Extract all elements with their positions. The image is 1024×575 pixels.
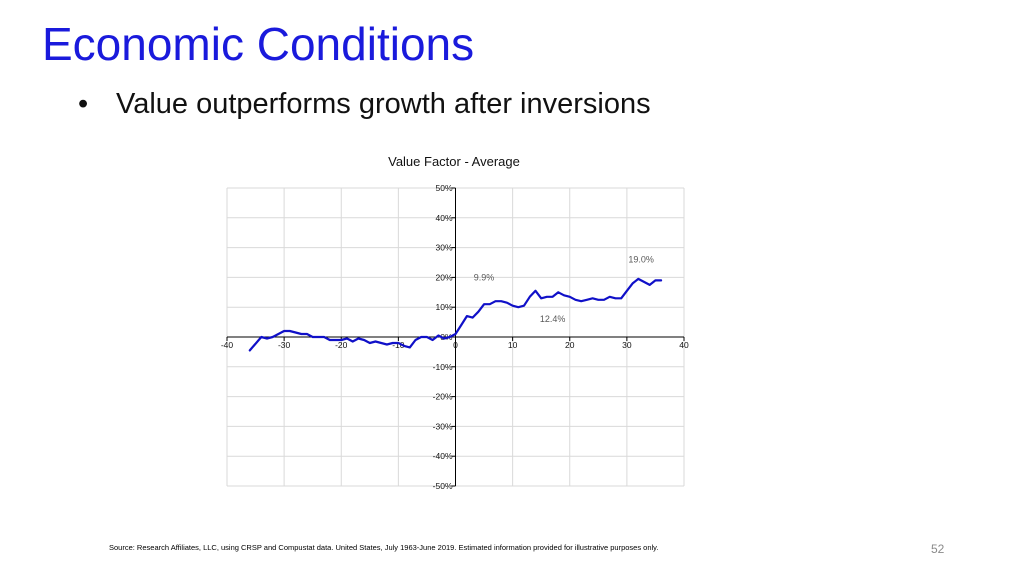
- y-tick-label-2: -30%: [433, 421, 453, 431]
- x-tick-label-6: 20: [565, 340, 575, 350]
- series-line-0: [248, 277, 663, 352]
- x-tick-label-8: 40: [679, 340, 689, 350]
- y-tick-label-4: -10%: [433, 362, 453, 372]
- bullet-point: • Value outperforms growth after inversio…: [78, 84, 651, 124]
- chart-axes: [226, 187, 685, 487]
- x-tick-label-4: 0: [453, 340, 458, 350]
- bullet-text: Value outperforms growth after inversion…: [116, 88, 651, 120]
- y-tick-label-9: 40%: [435, 213, 452, 223]
- x-tick-label-5: 10: [508, 340, 518, 350]
- chart-canvas: Value Factor - Average -40 -30 -20 -10 0 10 20…: [221, 154, 689, 491]
- chart-tick-labels: -40 -30 -20 -10 0 10 20 30 40 -50% -40% -30% -20% -10…: [221, 183, 689, 491]
- chart-title: Value Factor - Average: [388, 154, 520, 169]
- y-tick-label-1: -40%: [433, 451, 453, 461]
- x-tick-label-0: -40: [221, 340, 234, 350]
- x-tick-label-7: 30: [622, 340, 632, 350]
- y-tick-label-8: 30%: [435, 243, 452, 253]
- y-tick-label-6: 10%: [435, 302, 452, 312]
- annotation-label-1: 12.4%: [540, 314, 566, 324]
- y-tick-label-0: -50%: [433, 481, 453, 491]
- x-tick-label-2: -20: [335, 340, 348, 350]
- chart-annotations: 9.9% 12.4% 19.0%: [474, 255, 654, 325]
- annotation-label-0: 9.9%: [474, 272, 495, 282]
- value-factor-chart: Value Factor - Average -40 -30 -20 -10 0 10 20…: [221, 154, 689, 491]
- slide-title: Economic Conditions: [42, 18, 475, 70]
- y-tick-label-7: 20%: [435, 272, 452, 282]
- x-tick-label-1: -30: [278, 340, 291, 350]
- annotation-label-2: 19.0%: [628, 255, 654, 265]
- slide-number: 52: [931, 542, 945, 556]
- y-tick-label-10: 50%: [435, 183, 452, 193]
- chart-series: [248, 277, 663, 352]
- bullet-dot: •: [78, 88, 89, 120]
- y-tick-label-3: -20%: [433, 392, 453, 402]
- source-note: Source: Research Affiliates, LLC, using …: [109, 543, 659, 552]
- x-tick-label-3: -10: [392, 340, 405, 350]
